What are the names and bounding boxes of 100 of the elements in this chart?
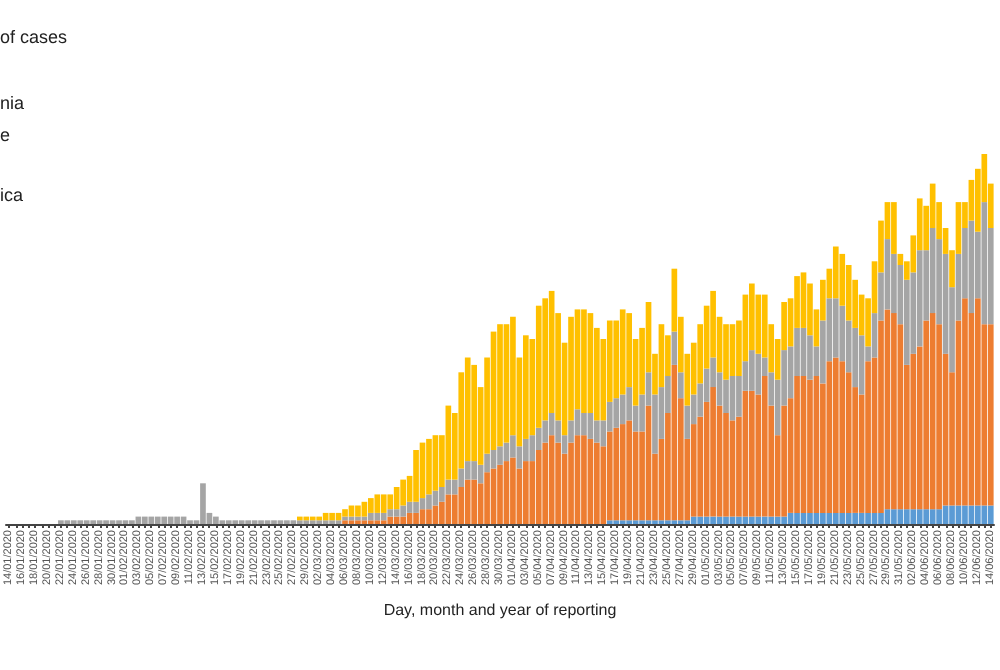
bar (723, 413, 729, 517)
bar (445, 479, 452, 495)
bar (723, 516, 729, 524)
bar (142, 516, 148, 524)
bar (781, 516, 787, 524)
bar (832, 298, 839, 358)
bar (749, 390, 755, 517)
bar (535, 450, 542, 524)
bar (490, 450, 497, 469)
bar (426, 494, 432, 510)
bar (865, 512, 871, 524)
bar (910, 353, 917, 510)
bar (962, 505, 968, 524)
bar (451, 494, 458, 524)
bar (755, 516, 762, 524)
bar (936, 509, 942, 524)
bar (393, 509, 400, 517)
bar (794, 376, 800, 513)
bar (619, 394, 626, 425)
bar (761, 376, 768, 517)
bar (581, 309, 587, 413)
bar (213, 516, 219, 524)
bar (535, 305, 542, 428)
annotation: ica (0, 185, 24, 205)
bar (807, 379, 813, 513)
bar (975, 298, 981, 506)
bar (832, 357, 839, 513)
bar (368, 498, 374, 513)
bar (749, 350, 755, 391)
bar (690, 516, 697, 524)
bar (522, 461, 529, 524)
bar (200, 483, 206, 524)
bar (148, 516, 155, 524)
bar (380, 494, 387, 513)
bar (393, 516, 400, 524)
bar (368, 512, 374, 521)
bar (471, 461, 478, 480)
bar (542, 298, 549, 421)
bar (723, 379, 729, 413)
bar (910, 509, 917, 524)
bar (891, 313, 897, 510)
bar (794, 512, 800, 524)
bar (167, 516, 174, 524)
bar (981, 505, 988, 524)
bar (387, 516, 394, 524)
bar (510, 457, 516, 524)
bar (542, 442, 549, 524)
bar (380, 512, 387, 521)
bar (626, 420, 632, 521)
bar (464, 357, 471, 462)
bar (839, 512, 846, 524)
bar (619, 309, 626, 395)
bar (923, 320, 930, 510)
bar (355, 505, 361, 517)
bar (852, 512, 858, 524)
bar (445, 494, 452, 524)
bar (174, 516, 180, 524)
bar (393, 487, 400, 510)
bar (387, 509, 394, 517)
bar (387, 494, 394, 510)
bar (826, 512, 833, 524)
bar (903, 509, 910, 524)
bar (826, 361, 833, 513)
bar (445, 405, 452, 480)
bar (736, 516, 742, 524)
bar (568, 442, 574, 524)
bar (464, 479, 471, 524)
bar (154, 516, 161, 524)
text: nia (0, 93, 25, 113)
bar (761, 516, 768, 524)
bar (439, 487, 445, 502)
bar (497, 464, 503, 524)
bar (677, 372, 684, 399)
bar (852, 327, 858, 388)
bar (916, 250, 923, 347)
bar (471, 364, 478, 462)
bar (374, 494, 381, 513)
bar (581, 435, 587, 524)
bar (594, 442, 600, 524)
bar (548, 435, 555, 524)
bar (878, 512, 884, 524)
bar (522, 438, 529, 462)
bar (606, 431, 613, 521)
bar (710, 387, 716, 517)
bar (426, 509, 432, 524)
bar (916, 509, 923, 524)
bar (464, 461, 471, 480)
bar (458, 487, 465, 524)
bar (342, 509, 348, 517)
bar (975, 505, 981, 524)
bar (845, 512, 852, 524)
bar (529, 435, 536, 462)
bar (413, 450, 419, 502)
bar (400, 505, 406, 517)
bar (755, 353, 762, 395)
text: of cases (0, 27, 69, 47)
bar (710, 516, 716, 524)
bar (613, 398, 620, 428)
bar (613, 427, 620, 521)
bar (865, 361, 871, 513)
